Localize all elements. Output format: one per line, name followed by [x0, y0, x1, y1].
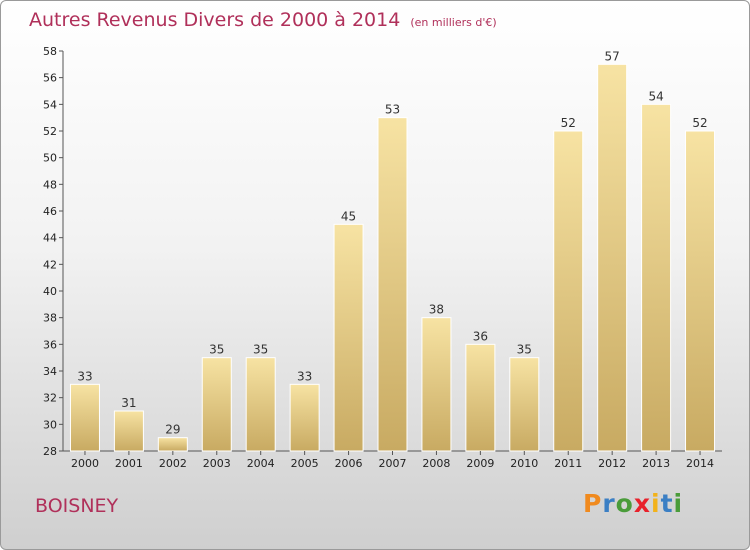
x-tick-label: 2006: [335, 457, 363, 470]
x-tick-label: 2013: [642, 457, 670, 470]
bar-value-label: 33: [297, 369, 312, 383]
y-tick-label: 40: [43, 285, 57, 298]
x-tick-label: 2003: [203, 457, 231, 470]
y-tick-label: 34: [43, 365, 57, 378]
bar: [333, 223, 364, 452]
y-tick-label: 42: [43, 258, 57, 271]
x-tick-label: 2014: [686, 457, 714, 470]
y-tick-label: 52: [43, 125, 57, 138]
y-tick-label: 30: [43, 418, 57, 431]
bar: [597, 63, 628, 452]
city-name: BOISNEY: [35, 495, 119, 517]
bar-value-label: 53: [385, 103, 400, 117]
x-tick-label: 2012: [598, 457, 626, 470]
bar-value-label: 45: [341, 209, 356, 223]
bar-value-label: 33: [77, 369, 92, 383]
bar: [421, 317, 452, 452]
bar-value-label: 52: [692, 116, 707, 130]
x-tick-label: 2008: [422, 457, 450, 470]
bar: [509, 357, 540, 452]
bar: [289, 383, 320, 452]
bar: [685, 130, 716, 452]
bar-value-label: 52: [561, 116, 576, 130]
logo-letter: o: [615, 489, 634, 518]
bar-value-label: 35: [253, 343, 268, 357]
logo-letter: i: [673, 489, 684, 518]
y-tick-label: 58: [43, 45, 57, 58]
y-tick-label: 54: [43, 98, 57, 111]
x-tick-label: 2009: [466, 457, 494, 470]
y-tick-label: 38: [43, 312, 57, 325]
chart-title: Autres Revenus Divers de 2000 à 2014 (en…: [29, 9, 497, 31]
bar-value-label: 35: [209, 343, 224, 357]
logo-letter: i: [651, 489, 661, 518]
y-tick-label: 32: [43, 392, 57, 405]
x-tick-label: 2005: [291, 457, 319, 470]
bar: [377, 117, 408, 452]
y-tick-label: 50: [43, 152, 57, 165]
x-tick-label: 2007: [379, 457, 407, 470]
y-tick-label: 28: [43, 445, 57, 458]
y-tick-label: 36: [43, 338, 57, 351]
x-tick-label: 2010: [510, 457, 538, 470]
logo-letter: x: [633, 489, 651, 518]
bar: [69, 383, 100, 452]
bar: [113, 410, 144, 452]
y-tick-label: 48: [43, 178, 57, 191]
x-tick-label: 2002: [159, 457, 187, 470]
x-tick-label: 2004: [247, 457, 275, 470]
bar-value-label: 31: [121, 396, 136, 410]
bar-value-label: 29: [165, 423, 180, 437]
logo-letter: P: [583, 489, 603, 518]
y-tick-label: 44: [43, 232, 57, 245]
bar: [201, 357, 232, 452]
bar-value-label: 57: [605, 49, 620, 63]
bar-value-label: 54: [648, 89, 663, 103]
bar: [553, 130, 584, 452]
logo-letter: t: [660, 489, 674, 518]
bar-value-label: 36: [473, 329, 488, 343]
chart-subtitle: (en milliers d'€): [410, 16, 497, 29]
bar: [641, 103, 672, 452]
x-tick-label: 2000: [71, 457, 99, 470]
bar: [157, 437, 188, 452]
bar-value-label: 38: [429, 303, 444, 317]
bar: [245, 357, 276, 452]
y-tick-label: 56: [43, 72, 57, 85]
x-tick-label: 2001: [115, 457, 143, 470]
chart-title-text: Autres Revenus Divers de 2000 à 2014: [29, 9, 401, 31]
x-tick-label: 2011: [554, 457, 582, 470]
y-tick-label: 46: [43, 205, 57, 218]
logo-letter: r: [602, 489, 616, 518]
bar-value-label: 35: [517, 343, 532, 357]
proxiti-logo: Proxiti: [583, 489, 683, 518]
bar: [465, 343, 496, 452]
